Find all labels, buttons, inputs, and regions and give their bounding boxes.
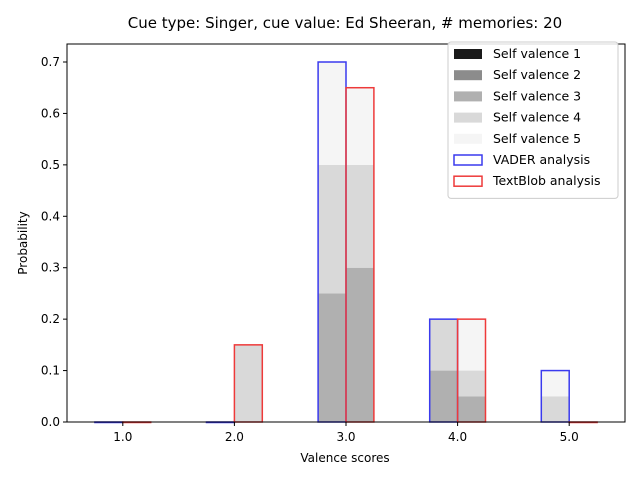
y-tick-label-0.4: 0.4 (41, 209, 60, 223)
y-axis-label: Probability (16, 211, 30, 274)
chart-title: Cue type: Singer, cue value: Ed Sheeran,… (128, 14, 562, 32)
legend-swatch-3 (454, 91, 482, 102)
bar-self-valence-4-vader-4.0 (429, 319, 458, 371)
y-tick-label-0.0: 0.0 (41, 415, 60, 429)
legend-label-7: TextBlob analysis (492, 173, 601, 188)
bars-layer (234, 62, 570, 422)
bar-self-valence-5-textblob-4.0 (457, 319, 486, 371)
legend-swatch-2 (454, 70, 482, 81)
legend-swatch-7 (453, 175, 483, 187)
bar-self-valence-4-textblob-4.0 (457, 370, 486, 397)
x-tick-label-1.0: 1.0 (113, 430, 132, 444)
bar-self-valence-3-vader-4.0 (429, 370, 458, 422)
y-tick-label-0.5: 0.5 (41, 158, 60, 172)
legend-box (447, 41, 619, 199)
legend-swatch-5 (454, 133, 482, 144)
legend-label-2: Self valence 2 (493, 67, 581, 82)
bar-self-valence-5-textblob-3.0 (346, 87, 374, 165)
x-tick-label-3.0: 3.0 (336, 430, 355, 444)
x-tick-label-2.0: 2.0 (225, 430, 244, 444)
bar-self-valence-5-vader-3.0 (318, 62, 346, 165)
legend-label-1: Self valence 1 (493, 46, 581, 61)
bar-self-valence-3-vader-3.0 (318, 293, 346, 422)
bar-self-valence-5-vader-5.0 (541, 370, 570, 397)
bar-self-valence-3-textblob-3.0 (346, 267, 374, 422)
x-tick-label-4.0: 4.0 (448, 430, 467, 444)
legend-label-3: Self valence 3 (493, 88, 581, 103)
legend-swatch-4 (454, 112, 482, 123)
bar-self-valence-3-textblob-4.0 (457, 396, 486, 422)
legend-swatch-6 (453, 154, 483, 166)
bar-self-valence-4-textblob-3.0 (346, 164, 374, 268)
y-tick-label-0.1: 0.1 (41, 364, 60, 378)
x-axis-label: Valence scores (300, 451, 389, 465)
y-tick-label-0.2: 0.2 (41, 312, 60, 326)
bar-self-valence-4-vader-5.0 (541, 396, 570, 422)
y-tick-label-0.7: 0.7 (41, 55, 60, 69)
legend-label-6: VADER analysis (493, 152, 590, 167)
bar-self-valence-4-vader-3.0 (318, 164, 346, 294)
axes-layer: 1.0 2.0 3.0 4.0 5.0 0.0 0.1 0.2 0.3 0.4 0.5 0.6 0.7 (41, 43, 626, 444)
x-tick-label-5.0: 5.0 (560, 430, 579, 444)
legend-label-5: Self valence 5 (493, 131, 581, 146)
legend-swatch-1 (454, 49, 482, 59)
y-tick-label-0.6: 0.6 (41, 106, 60, 120)
bar-self-valence-4-textblob-2.0 (234, 344, 263, 422)
legend: Self valence 1 Self valence 2 Self valence… (447, 41, 619, 199)
y-tick-label-0.3: 0.3 (41, 261, 60, 275)
legend-label-4: Self valence 4 (493, 110, 581, 125)
